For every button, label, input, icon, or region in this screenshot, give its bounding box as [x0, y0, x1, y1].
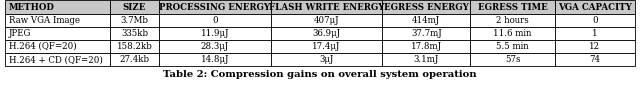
Bar [470, 27, 555, 40]
Bar [110, 0, 159, 14]
Bar [382, 53, 470, 66]
Bar [159, 14, 271, 27]
Text: 36.9μJ: 36.9μJ [312, 29, 340, 38]
Text: 17.8mJ: 17.8mJ [411, 42, 442, 51]
Bar [5, 40, 110, 53]
Bar [470, 14, 555, 27]
Text: Table 2: Compression gains on overall system operation: Table 2: Compression gains on overall sy… [163, 70, 477, 79]
Bar [382, 27, 470, 40]
Bar [5, 53, 110, 66]
Text: PROCESSING ENERGY: PROCESSING ENERGY [159, 2, 270, 12]
Text: 12: 12 [589, 42, 600, 51]
Text: 3.1mJ: 3.1mJ [413, 55, 439, 64]
Text: VGA CAPACITY: VGA CAPACITY [558, 2, 632, 12]
Text: SIZE: SIZE [123, 2, 146, 12]
Bar [5, 14, 110, 27]
Text: 27.4kb: 27.4kb [120, 55, 150, 64]
Bar [159, 0, 271, 14]
Bar [382, 14, 470, 27]
Text: H.264 (QF=20): H.264 (QF=20) [9, 42, 77, 51]
Bar [555, 40, 635, 53]
Text: 335kb: 335kb [121, 29, 148, 38]
Text: JPEG: JPEG [9, 29, 31, 38]
Bar [271, 53, 382, 66]
Bar [5, 0, 110, 14]
Text: 2 hours: 2 hours [496, 16, 529, 25]
Text: 158.2kb: 158.2kb [116, 42, 152, 51]
Text: 3.7Mb: 3.7Mb [120, 16, 148, 25]
Bar [555, 27, 635, 40]
Text: 11.6 min: 11.6 min [493, 29, 532, 38]
Text: 57s: 57s [505, 55, 520, 64]
Bar [470, 40, 555, 53]
Bar [555, 53, 635, 66]
Bar [159, 53, 271, 66]
Bar [271, 40, 382, 53]
Text: 28.3μJ: 28.3μJ [200, 42, 229, 51]
Bar [159, 27, 271, 40]
Text: 37.7mJ: 37.7mJ [411, 29, 442, 38]
Bar [470, 53, 555, 66]
Text: 1: 1 [592, 29, 598, 38]
Text: EGRESS ENERGY: EGRESS ENERGY [384, 2, 468, 12]
Bar [555, 14, 635, 27]
Bar [382, 0, 470, 14]
Text: 3μJ: 3μJ [319, 55, 333, 64]
Text: H.264 + CD (QF=20): H.264 + CD (QF=20) [9, 55, 103, 64]
Text: 14.8μJ: 14.8μJ [200, 55, 229, 64]
Bar [110, 40, 159, 53]
Text: EGRESS TIME: EGRESS TIME [478, 2, 548, 12]
Bar [110, 53, 159, 66]
Text: 5.5 min: 5.5 min [497, 42, 529, 51]
Bar [271, 0, 382, 14]
Text: 74: 74 [589, 55, 600, 64]
Text: 17.4μJ: 17.4μJ [312, 42, 340, 51]
Bar [110, 14, 159, 27]
Bar [470, 0, 555, 14]
Text: 407μJ: 407μJ [314, 16, 339, 25]
Text: 0: 0 [592, 16, 598, 25]
Text: 11.9μJ: 11.9μJ [200, 29, 229, 38]
Text: FLASH WRITE ENERGY: FLASH WRITE ENERGY [269, 2, 384, 12]
Text: METHOD: METHOD [9, 2, 55, 12]
Bar [382, 40, 470, 53]
Text: 0: 0 [212, 16, 218, 25]
Bar [5, 27, 110, 40]
Bar [271, 14, 382, 27]
Text: Raw VGA Image: Raw VGA Image [9, 16, 80, 25]
Bar [555, 0, 635, 14]
Bar [271, 27, 382, 40]
Text: 414mJ: 414mJ [412, 16, 440, 25]
Bar [110, 27, 159, 40]
Bar [159, 40, 271, 53]
